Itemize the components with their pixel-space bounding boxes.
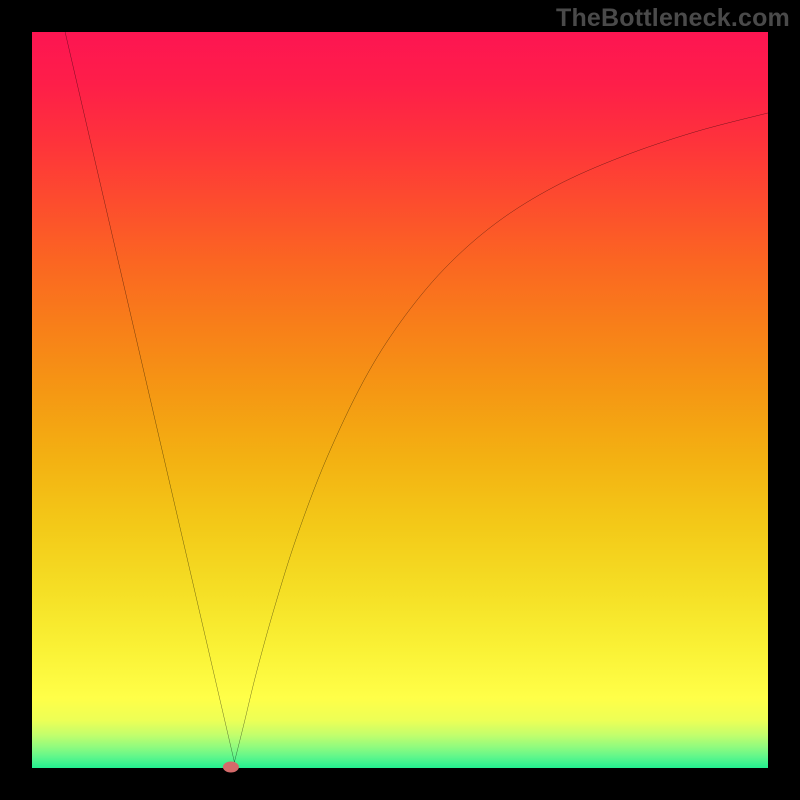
bottleneck-curve [32, 32, 768, 768]
plot-area [32, 32, 768, 768]
watermark-text: TheBottleneck.com [556, 4, 790, 33]
curve-right-branch [234, 113, 768, 762]
curve-left-branch [65, 32, 234, 762]
